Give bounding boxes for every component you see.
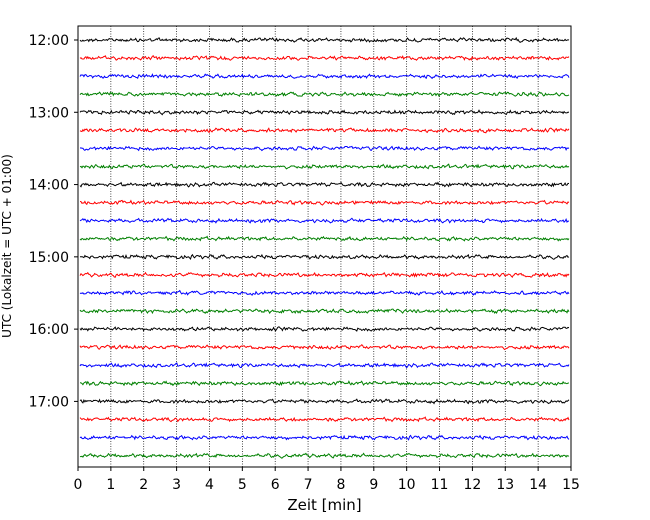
y-tick-label-1300: 13:00 (29, 105, 69, 121)
vertical-grid (110, 26, 539, 467)
x-tick-label-5: 5 (238, 477, 247, 493)
y-tick-label-1600: 16:00 (29, 322, 69, 338)
trace-1245 (79, 91, 570, 98)
seismogram-traces (79, 36, 570, 459)
trace-1230 (79, 73, 570, 80)
trace-1430 (79, 217, 570, 224)
trace-1715 (79, 416, 570, 423)
trace-1445 (79, 235, 570, 242)
y-axis-label: UTC (Lokalzeit = UTC + 01:00) (0, 154, 14, 338)
x-tick-label-14: 14 (529, 477, 547, 493)
x-tick-label-12: 12 (463, 477, 481, 493)
trace-1530 (79, 289, 570, 296)
x-tick-label-9: 9 (369, 477, 378, 493)
trace-1200 (79, 36, 570, 44)
trace-1745 (79, 452, 570, 459)
y-tick-label-1500: 15:00 (29, 250, 69, 266)
trace-1400 (79, 181, 570, 188)
x-tick-label-4: 4 (205, 477, 214, 493)
trace-1545 (79, 308, 570, 315)
trace-1315 (79, 127, 570, 134)
trace-1645 (79, 380, 570, 387)
trace-1700 (79, 398, 570, 405)
x-tick-label-0: 0 (74, 477, 83, 493)
x-tick-label-13: 13 (496, 477, 514, 493)
trace-1730 (79, 434, 570, 441)
x-tick-label-8: 8 (336, 477, 345, 493)
x-tick-label-3: 3 (172, 477, 181, 493)
x-tick-label-1: 1 (106, 477, 115, 493)
y-tick-label-1700: 17:00 (29, 394, 69, 410)
y-tick-label-1200: 12:00 (29, 33, 69, 49)
plot-frame (77, 25, 572, 468)
trace-1330 (79, 145, 570, 152)
x-axis-ticks: 0 1 2 3 4 5 6 7 8 9 10 11 12 13 14 15 (74, 467, 580, 493)
trace-1300 (79, 109, 570, 116)
trace-1615 (79, 344, 570, 351)
trace-1345 (79, 163, 570, 170)
x-tick-label-6: 6 (271, 477, 280, 493)
y-tick-label-1400: 14:00 (29, 178, 69, 194)
plot-background (78, 26, 571, 467)
trace-1600 (79, 326, 570, 332)
y-axis-ticks: 12:00 13:00 14:00 15:00 16:00 17:00 (29, 33, 78, 410)
x-tick-label-11: 11 (431, 477, 449, 493)
trace-1500 (79, 253, 570, 261)
x-tick-label-15: 15 (562, 477, 580, 493)
x-tick-label-10: 10 (398, 477, 416, 493)
trace-1415 (79, 199, 570, 206)
trace-1630 (79, 362, 570, 369)
trace-1515 (79, 271, 570, 278)
x-tick-label-2: 2 (139, 477, 148, 493)
x-tick-label-7: 7 (304, 477, 313, 493)
x-axis-label: Zeit [min] (287, 496, 361, 514)
trace-1215 (79, 55, 570, 61)
